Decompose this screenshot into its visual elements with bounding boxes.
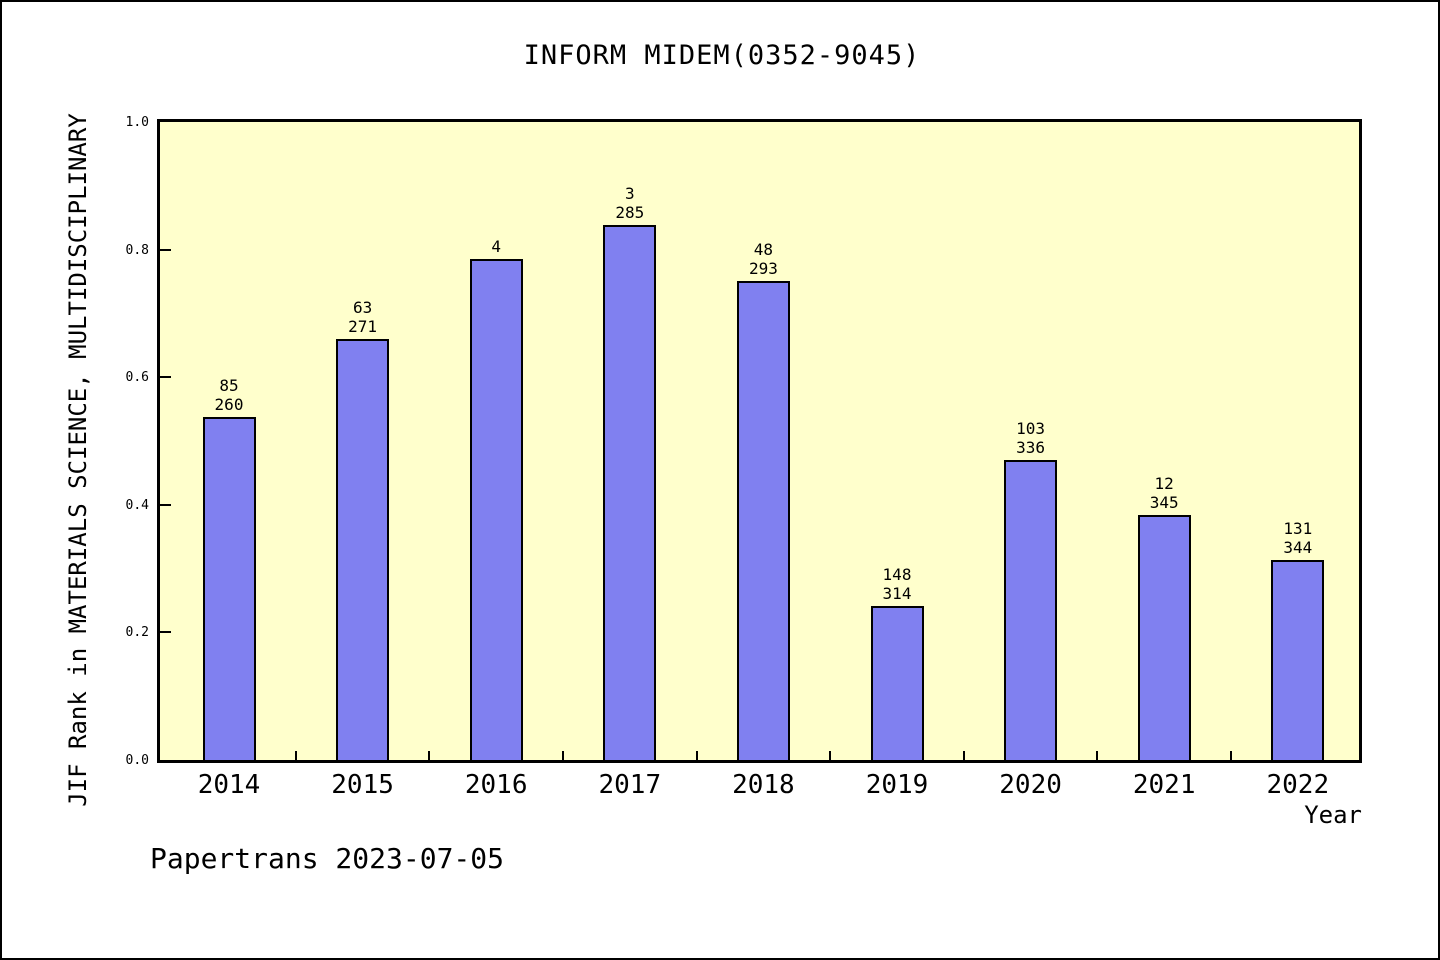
x-minor-tick bbox=[695, 751, 698, 760]
x-tick-label-2020: 2020 bbox=[999, 770, 1062, 800]
footer-watermark: Papertrans 2023-07-05 bbox=[150, 842, 505, 875]
bar-value-label-2017: 3 285 bbox=[615, 184, 645, 222]
bar-2015 bbox=[336, 339, 390, 760]
y-tick bbox=[160, 631, 171, 633]
bar-value-label-2021: 12 345 bbox=[1149, 474, 1179, 512]
x-tick-label-2017: 2017 bbox=[598, 770, 662, 800]
y-tick-label-0.4: 0.4 bbox=[125, 498, 149, 513]
bar-value-label-2015: 63 271 bbox=[348, 298, 378, 336]
x-tick-label-2018: 2018 bbox=[732, 770, 795, 800]
bar-2016 bbox=[469, 259, 523, 760]
plot-inner: 85 260 63 271 4 3 285 48 293 148 314 103 336 1… bbox=[160, 122, 1359, 760]
plot-area: 85 260 63 271 4 3 285 48 293 148 314 103 336 1… bbox=[157, 119, 1362, 763]
y-axis-label: JIF Rank in MATERIALS SCIENCE, MULTIDISC… bbox=[64, 113, 92, 807]
y-tick bbox=[160, 376, 171, 378]
x-minor-tick bbox=[1230, 751, 1232, 760]
y-tick-label-0.8: 0.8 bbox=[125, 243, 149, 258]
x-minor-tick bbox=[829, 751, 832, 760]
bar-2018 bbox=[736, 281, 790, 760]
y-tick-label-0.6: 0.6 bbox=[125, 370, 149, 385]
y-tick bbox=[160, 504, 171, 506]
bar-2021 bbox=[1137, 515, 1191, 760]
y-tick-label-0.0: 0.0 bbox=[125, 753, 149, 768]
bar-2022 bbox=[1271, 560, 1325, 760]
x-minor-tick bbox=[428, 751, 431, 760]
x-minor-tick bbox=[294, 751, 297, 760]
bar-2020 bbox=[1004, 460, 1058, 760]
x-tick-label-2014: 2014 bbox=[197, 770, 261, 800]
x-tick-label-2022: 2022 bbox=[1266, 770, 1330, 800]
bar-value-label-2018: 48 293 bbox=[748, 240, 778, 278]
bar-value-label-2016: 4 bbox=[491, 237, 501, 256]
x-minor-tick bbox=[962, 751, 965, 760]
x-tick-label-2015: 2015 bbox=[331, 770, 394, 800]
bar-value-label-2020: 103 336 bbox=[1016, 419, 1046, 457]
x-minor-tick bbox=[1096, 751, 1099, 760]
bar-value-label-2014: 85 260 bbox=[214, 376, 244, 414]
chart-title: INFORM MIDEM(0352-9045) bbox=[523, 40, 921, 71]
y-tick-label-0.2: 0.2 bbox=[125, 625, 149, 640]
bar-2014 bbox=[202, 417, 256, 760]
y-tick-label-1.0: 1.0 bbox=[125, 115, 149, 130]
bar-2019 bbox=[870, 606, 924, 760]
x-minor-tick bbox=[562, 751, 564, 760]
bar-value-label-2022: 131 344 bbox=[1283, 519, 1313, 557]
x-tick-label-2021: 2021 bbox=[1132, 770, 1196, 800]
x-tick-label-2019: 2019 bbox=[865, 770, 929, 800]
bar-value-label-2019: 148 314 bbox=[882, 565, 912, 603]
x-axis-label: Year bbox=[1304, 801, 1362, 829]
bar-2017 bbox=[603, 225, 657, 760]
x-tick-label-2016: 2016 bbox=[464, 770, 528, 800]
y-tick bbox=[160, 249, 171, 251]
